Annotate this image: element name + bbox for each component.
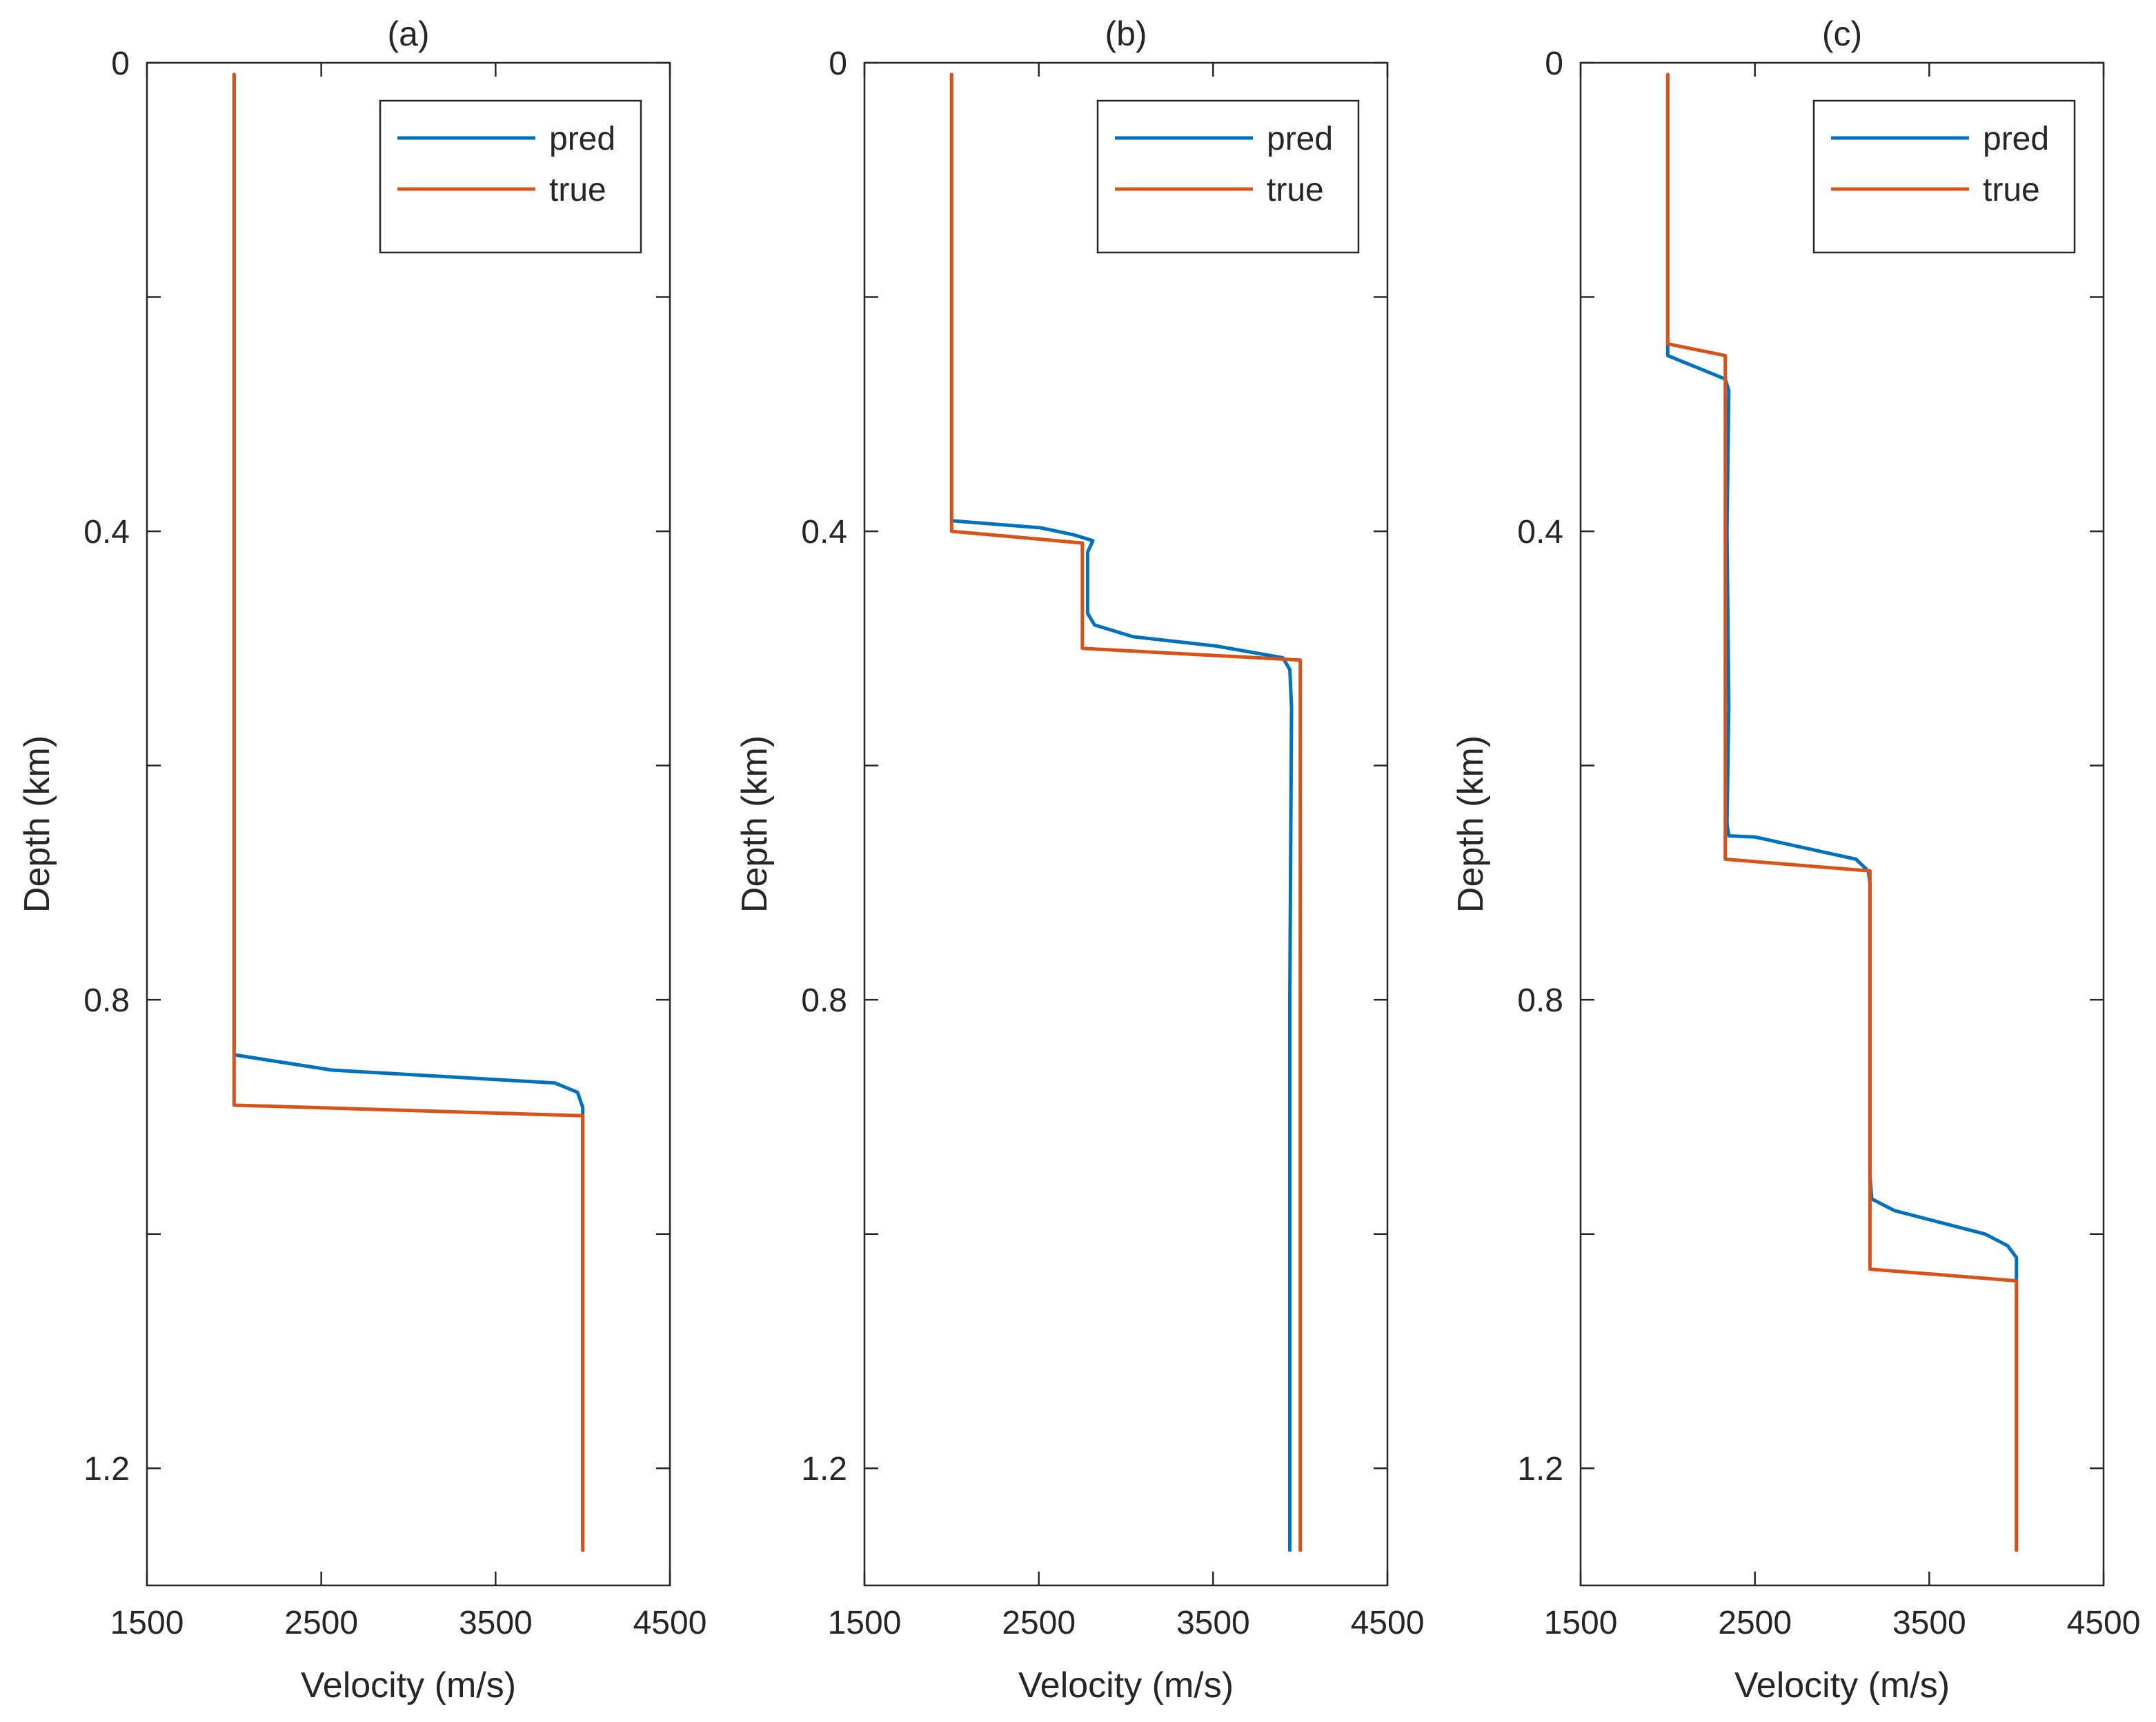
legend-box	[1812, 99, 2076, 254]
chart-title: (a)	[387, 14, 429, 53]
plot-area	[863, 61, 1389, 1587]
x-axis-label: Velocity (m/s)	[1734, 1665, 1950, 1705]
x-tick-label: 4500	[633, 1605, 707, 1641]
legend-entry: pred	[1267, 121, 1333, 157]
x-tick-label: 3500	[1892, 1605, 1966, 1641]
legend-entry: true	[1267, 172, 1324, 208]
y-tick-label: 0.4	[1517, 514, 1563, 551]
x-tick-label: 1500	[110, 1605, 184, 1641]
chart-panel-2: (b) 1500 2500 3500 4500 0 0.4 0.8 1.2 Velocity (m…	[735, 14, 1424, 1705]
x-tick-label: 2500	[1718, 1605, 1792, 1641]
x-axis-label: Velocity (m/s)	[1018, 1665, 1234, 1705]
y-tick-label: 1.2	[801, 1451, 847, 1487]
chart-title: (b)	[1105, 14, 1147, 53]
series-line-true	[1665, 72, 2019, 1552]
y-tick-label: 0	[1545, 46, 1563, 82]
legend: pred true	[1096, 99, 1360, 254]
plot-area	[146, 61, 671, 1587]
y-tick-label: 0.8	[1517, 982, 1563, 1019]
chart-title: (c)	[1822, 14, 1862, 53]
chart-panel-3: (c) 1500 2500 3500 4500 0 0.4 0.8 1.2 Velocity (m…	[1451, 14, 2140, 1705]
y-tick-label: 1.2	[1517, 1451, 1563, 1487]
series-line-true	[949, 72, 1303, 1552]
series-line-pred	[949, 72, 1294, 1552]
x-tick-label: 3500	[1176, 1605, 1250, 1641]
x-tick-label: 2500	[284, 1605, 358, 1641]
legend: pred true	[1812, 99, 2076, 254]
legend-entry: true	[549, 172, 606, 208]
y-axis-label: Depth (km)	[17, 735, 57, 913]
legend-entry: true	[1983, 172, 2040, 208]
x-tick-label: 1500	[1544, 1605, 1618, 1641]
x-tick-label: 2500	[1002, 1605, 1076, 1641]
legend: pred true	[379, 99, 642, 254]
plot-area	[1579, 61, 2105, 1587]
y-axis-label: Depth (km)	[735, 735, 775, 913]
legend-entry: pred	[549, 121, 615, 157]
y-tick-label: 0	[829, 46, 847, 82]
legend-box	[1096, 99, 1360, 254]
y-tick-label: 0.8	[83, 982, 130, 1019]
series-line-true	[232, 72, 585, 1552]
legend-box	[379, 99, 642, 254]
x-tick-label: 3500	[459, 1605, 533, 1641]
x-tick-label: 1500	[828, 1605, 902, 1641]
y-tick-label: 0.8	[801, 982, 847, 1019]
y-tick-label: 0.4	[801, 514, 847, 551]
x-axis-label: Velocity (m/s)	[301, 1665, 516, 1705]
y-tick-label: 1.2	[83, 1451, 130, 1487]
chart-panel-1: (a) 1500 2500 3500 4500 0 0.4 0.8 1.2 Velocity (m…	[17, 14, 706, 1705]
y-axis-label: Depth (km)	[1451, 735, 1491, 913]
y-tick-label: 0	[111, 46, 130, 82]
y-tick-label: 0.4	[83, 514, 130, 551]
x-tick-label: 4500	[2067, 1605, 2141, 1641]
x-tick-label: 4500	[1351, 1605, 1425, 1641]
legend-entry: pred	[1983, 121, 2049, 157]
